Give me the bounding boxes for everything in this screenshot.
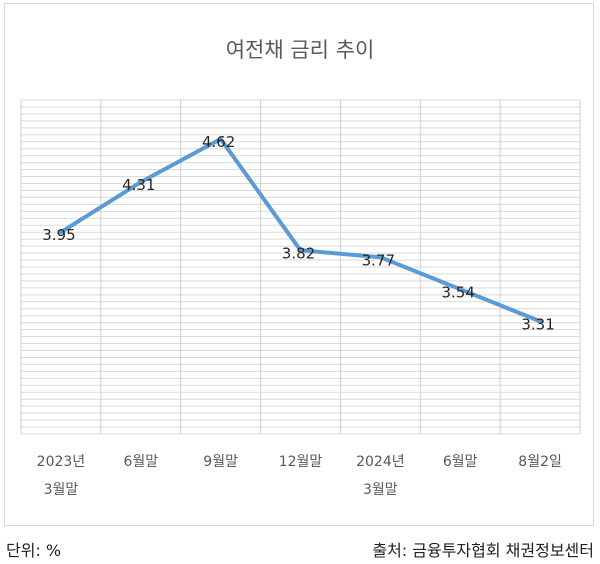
line-chart: 3.95 4.31 4.62 3.82 3.77 3.54 3.31 2023년 3월말 6월말 9… <box>20 99 581 498</box>
data-label: 3.82 <box>282 244 315 262</box>
data-label: 3.31 <box>521 315 554 333</box>
x-tick-label: 12월말 <box>279 454 323 470</box>
data-label: 4.31 <box>122 176 155 194</box>
data-label: 3.77 <box>362 251 395 269</box>
data-label: 4.62 <box>202 133 235 151</box>
x-tick-label: 3월말 <box>363 482 398 498</box>
data-point <box>138 180 143 185</box>
x-tick-label: 6월말 <box>443 454 478 470</box>
data-label: 3.54 <box>442 283 475 301</box>
data-point <box>218 136 223 141</box>
source-label: 출처: 금융투자협회 채권정보센터 <box>372 541 594 560</box>
x-tick-label: 3월말 <box>44 482 79 498</box>
unit-label: 단위: % <box>6 541 62 560</box>
data-point <box>458 287 463 292</box>
x-tick-label: 9월말 <box>203 454 238 470</box>
data-point <box>58 230 63 235</box>
x-tick-label: 6월말 <box>123 454 158 470</box>
data-label: 3.95 <box>42 226 75 244</box>
chart-frame: 여전채 금리 추이 <box>4 3 594 526</box>
data-point <box>378 255 383 260</box>
data-point <box>538 319 543 324</box>
x-tick-label: 2023년 <box>37 454 86 470</box>
x-tick-label: 2024년 <box>356 454 405 470</box>
chart-title: 여전채 금리 추이 <box>225 38 375 62</box>
x-tick-label: 8월2일 <box>518 454 562 470</box>
data-point <box>298 248 303 253</box>
